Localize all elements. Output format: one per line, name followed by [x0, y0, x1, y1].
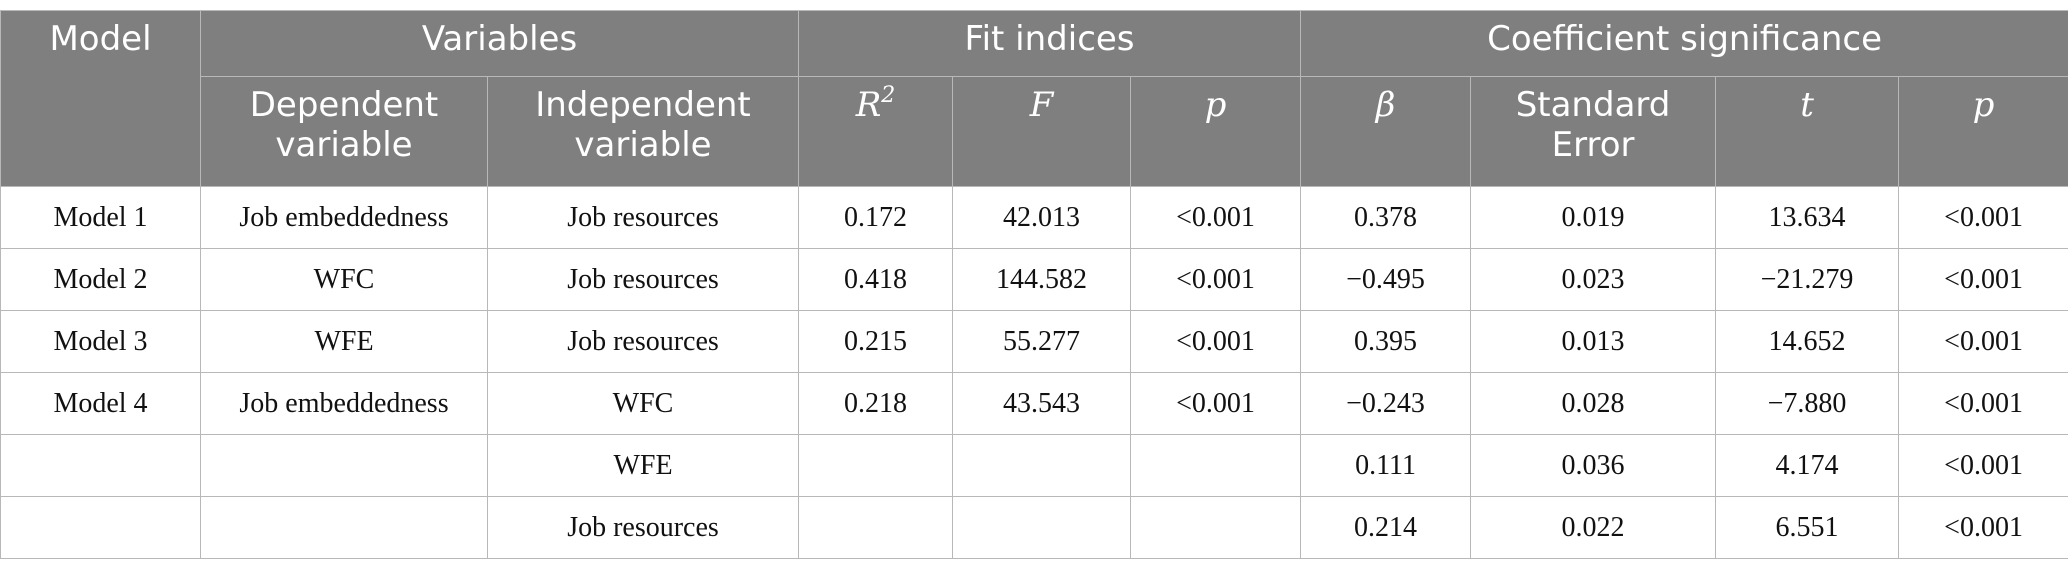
table-cell: 0.172	[798, 186, 953, 249]
header-cell: t	[1715, 76, 1900, 187]
table-cell: Model 2	[0, 248, 201, 311]
header-cell: p	[1898, 76, 2068, 187]
table-cell: <0.001	[1898, 186, 2068, 249]
table-cell: <0.001	[1129, 310, 1302, 373]
table-cell: Model 4	[0, 372, 201, 435]
table-row: Model 2 WFC Job resources 0.418 144.582 <0.00…	[0, 248, 2068, 311]
table-row: Model 3 WFE Job resources 0.215 55.277 <0.001…	[0, 310, 2068, 373]
header-cell: F	[952, 76, 1131, 187]
header-row: Model Variables Fit indices Coefficient …	[0, 10, 2068, 187]
table-cell	[200, 496, 488, 559]
table-cell	[0, 434, 201, 497]
table-cell: 0.395	[1300, 310, 1472, 373]
header-cell: R2	[798, 76, 953, 187]
table-body: Model 1 Job embeddedness Job resources 0.17…	[0, 186, 2068, 559]
table-cell	[1129, 434, 1302, 497]
header-sup: 2	[881, 83, 896, 108]
table-cell: 0.023	[1470, 248, 1717, 311]
table-cell: 0.013	[1470, 310, 1717, 373]
header-cell: Fit indices	[797, 10, 1302, 77]
header-cell: Model	[0, 10, 201, 187]
table-cell: 13.634	[1715, 186, 1900, 249]
table-cell: −21.279	[1715, 248, 1900, 311]
table-cell: −0.243	[1300, 372, 1472, 435]
table-cell: <0.001	[1898, 310, 2068, 373]
header-cell: Dependent variable	[200, 76, 488, 187]
table-cell: 0.036	[1470, 434, 1717, 497]
table-cell: 43.543	[952, 372, 1131, 435]
table-cell	[200, 434, 488, 497]
table-cell: 6.551	[1715, 496, 1900, 559]
header-cell: Coefficient significance	[1300, 10, 2068, 77]
table-cell	[1129, 496, 1302, 559]
table-cell: 0.215	[798, 310, 953, 373]
table-cell: 0.111	[1300, 434, 1472, 497]
table-cell: 42.013	[952, 186, 1131, 249]
table-cell: <0.001	[1898, 434, 2068, 497]
table-cell: 0.218	[798, 372, 953, 435]
table-cell	[952, 496, 1131, 559]
table-cell: 0.028	[1470, 372, 1717, 435]
header-cell: Independent variable	[487, 76, 799, 187]
table-row: WFE 0.111 0.036 4.174 <0.001	[0, 434, 2068, 497]
table-cell: <0.001	[1129, 186, 1302, 249]
table-cell: 0.022	[1470, 496, 1717, 559]
results-table: Model Variables Fit indices Coefficient …	[0, 10, 2068, 559]
table-cell: 14.652	[1715, 310, 1900, 373]
table-cell: <0.001	[1129, 248, 1302, 311]
table-cell	[798, 496, 953, 559]
table-cell: 0.378	[1300, 186, 1472, 249]
table-row: Job resources 0.214 0.022 6.551 <0.001	[0, 496, 2068, 559]
table-cell: WFE	[200, 310, 488, 373]
header-cell: p	[1129, 76, 1302, 187]
table-cell: −7.880	[1715, 372, 1900, 435]
table-cell: Job resources	[487, 496, 799, 559]
table-row: Model 4 Job embeddedness WFC 0.218 43.543 <0.…	[0, 372, 2068, 435]
header-text: R	[855, 85, 882, 125]
table-cell: 0.019	[1470, 186, 1717, 249]
table-cell	[0, 496, 201, 559]
table-cell: 4.174	[1715, 434, 1900, 497]
table-cell: WFC	[200, 248, 488, 311]
header-cell: Variables	[200, 10, 799, 77]
table-cell: <0.001	[1898, 248, 2068, 311]
table-cell: <0.001	[1129, 372, 1302, 435]
table-cell: <0.001	[1898, 496, 2068, 559]
table-cell: Job resources	[487, 186, 799, 249]
table-cell: WFE	[487, 434, 799, 497]
table-cell: 55.277	[952, 310, 1131, 373]
table-cell: 0.214	[1300, 496, 1472, 559]
table-cell: −0.495	[1300, 248, 1472, 311]
table-cell: <0.001	[1898, 372, 2068, 435]
table-cell: Job embeddedness	[200, 186, 488, 249]
table-cell: 144.582	[952, 248, 1131, 311]
table-cell: Job resources	[487, 248, 799, 311]
table-cell: WFC	[487, 372, 799, 435]
table-row: Model 1 Job embeddedness Job resources 0.17…	[0, 186, 2068, 249]
table-cell	[952, 434, 1131, 497]
header-cell: β	[1300, 76, 1472, 187]
table-cell: Model 1	[0, 186, 201, 249]
header-cell: Standard Error	[1470, 76, 1717, 187]
table-cell: 0.418	[798, 248, 953, 311]
table-cell: Model 3	[0, 310, 201, 373]
table-cell: Job resources	[487, 310, 799, 373]
table-cell: Job embeddedness	[200, 372, 488, 435]
table-cell	[798, 434, 953, 497]
header-row: Dependent variable Independent variable …	[1, 76, 2068, 187]
